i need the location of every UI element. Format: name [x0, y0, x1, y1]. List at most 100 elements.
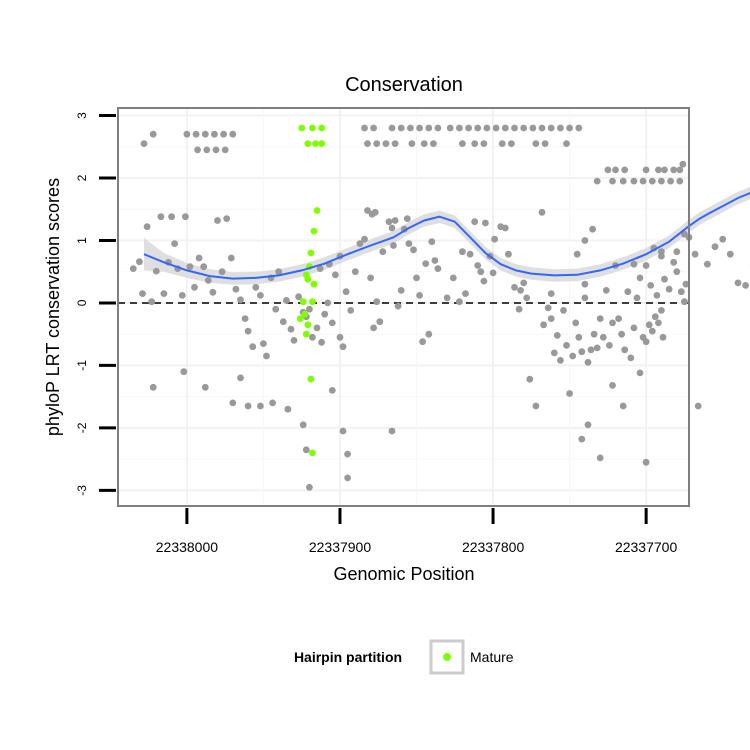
mature-point — [302, 330, 310, 338]
other-point — [397, 124, 405, 132]
other-point — [244, 327, 252, 335]
other-point — [364, 140, 371, 148]
other-point — [596, 454, 604, 462]
other-point — [636, 274, 644, 282]
other-point — [547, 124, 555, 132]
other-point — [590, 330, 598, 338]
other-point — [456, 298, 463, 306]
other-point — [434, 124, 442, 132]
y-tick-label: 1 — [75, 237, 89, 244]
other-point — [589, 225, 596, 233]
other-point — [195, 254, 203, 262]
other-point — [609, 319, 616, 327]
other-point — [541, 140, 549, 148]
other-point — [344, 474, 351, 482]
other-point — [630, 324, 638, 332]
other-point — [321, 310, 329, 318]
mature-point — [309, 124, 316, 132]
other-point — [260, 340, 267, 347]
other-point — [630, 177, 638, 185]
other-point — [420, 140, 428, 148]
other-point — [182, 213, 189, 221]
other-point — [229, 130, 237, 138]
mature-point — [307, 375, 315, 383]
other-point — [419, 338, 426, 346]
other-point — [269, 399, 276, 407]
other-point — [681, 230, 688, 238]
other-point — [621, 166, 629, 174]
other-point — [563, 140, 570, 148]
other-point — [391, 217, 399, 224]
other-point — [609, 177, 616, 185]
other-point — [636, 369, 644, 377]
other-point — [309, 333, 316, 341]
other-point — [593, 344, 601, 352]
other-point — [379, 248, 387, 256]
mature-point — [313, 207, 321, 214]
other-point — [606, 342, 613, 349]
other-point — [306, 305, 313, 313]
other-point — [443, 294, 451, 302]
other-point — [633, 294, 641, 302]
other-point — [704, 260, 711, 268]
other-point — [471, 218, 479, 226]
other-point — [501, 224, 509, 232]
other-point — [569, 352, 577, 360]
mature-point — [307, 249, 315, 257]
y-tick-label: -2 — [75, 422, 89, 433]
other-point — [645, 321, 653, 329]
other-point — [139, 290, 146, 297]
other-point — [241, 315, 249, 322]
other-point — [676, 166, 684, 174]
other-point — [587, 346, 595, 354]
other-point — [483, 124, 491, 132]
other-point — [388, 124, 396, 132]
other-point — [201, 130, 209, 138]
x-tick-label: 22337800 — [462, 539, 525, 555]
other-point — [129, 265, 137, 272]
other-point — [609, 382, 616, 389]
other-point — [572, 319, 580, 327]
other-point — [492, 124, 500, 132]
other-point — [508, 140, 515, 148]
other-point — [661, 275, 668, 283]
other-point — [480, 277, 488, 285]
other-point — [221, 146, 229, 154]
other-point — [449, 274, 457, 282]
other-point — [676, 177, 684, 185]
other-point — [201, 383, 209, 391]
other-point — [136, 258, 143, 266]
other-point — [670, 258, 678, 266]
other-point — [604, 166, 612, 174]
other-point — [168, 213, 176, 221]
other-point — [149, 130, 157, 138]
other-point — [257, 292, 264, 299]
other-point — [324, 299, 332, 307]
other-point — [658, 177, 665, 185]
other-point — [413, 274, 420, 282]
other-point — [313, 324, 321, 332]
other-point — [347, 307, 355, 314]
other-point — [642, 262, 650, 269]
other-point — [431, 257, 439, 264]
other-point — [405, 240, 413, 248]
other-point — [339, 343, 347, 351]
y-tick-label: -3 — [75, 485, 89, 496]
other-point — [459, 248, 466, 256]
other-point — [336, 333, 344, 341]
other-point — [619, 402, 627, 410]
other-point — [658, 252, 665, 260]
other-point — [428, 238, 436, 246]
other-point — [642, 458, 650, 466]
other-point — [619, 177, 627, 185]
mature-point — [298, 124, 306, 132]
other-point — [149, 383, 157, 391]
other-point — [318, 338, 325, 346]
other-point — [200, 263, 208, 271]
other-point — [351, 268, 359, 276]
other-point — [480, 140, 488, 148]
other-point — [160, 290, 168, 297]
other-point — [691, 250, 699, 258]
other-point — [655, 319, 662, 327]
other-point — [220, 130, 228, 138]
